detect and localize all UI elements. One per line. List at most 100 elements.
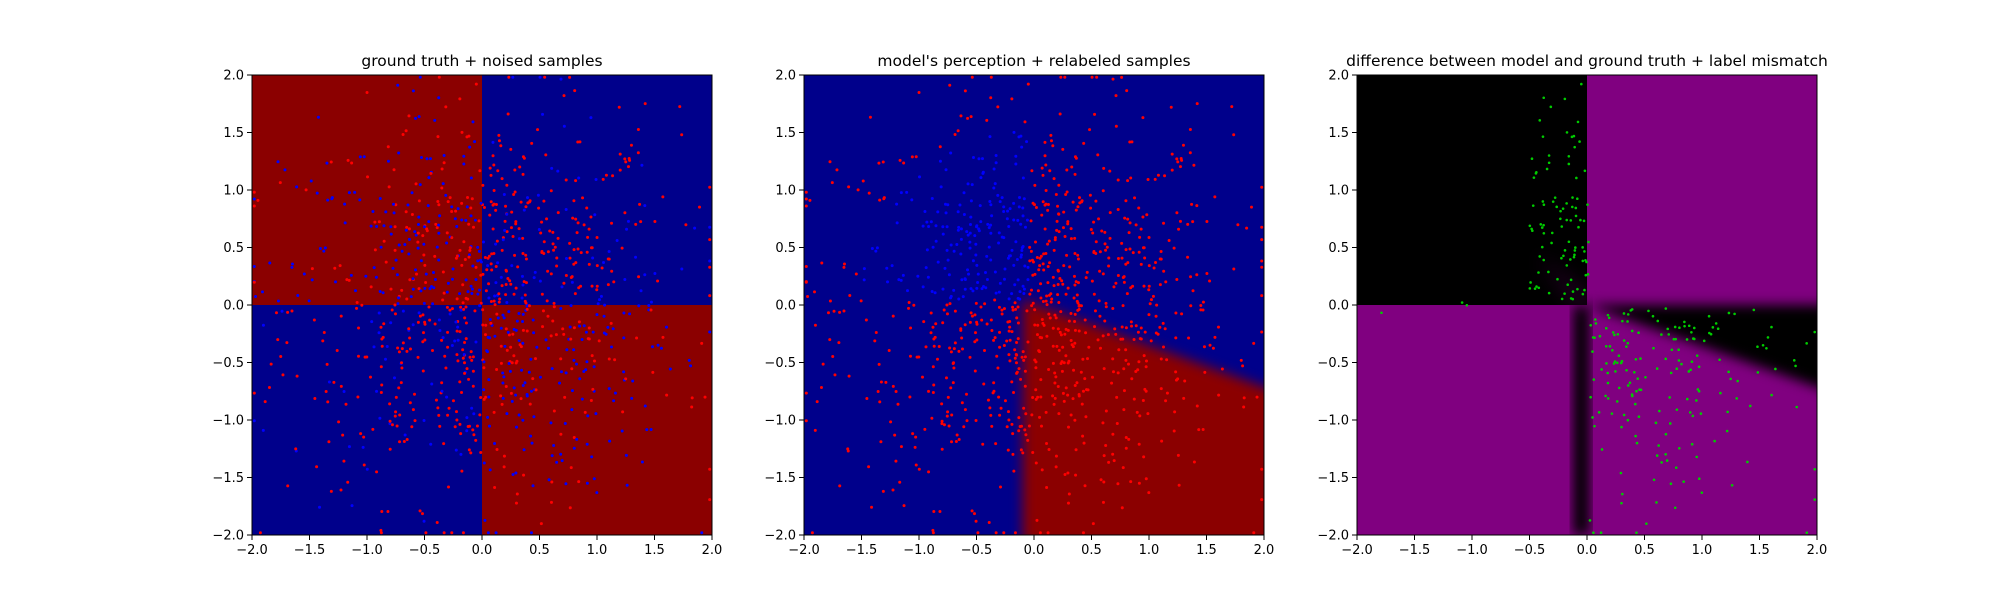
panel-3-regions [1357,75,1817,535]
sample-point [495,312,499,316]
sample-point [1058,276,1062,280]
mismatch-point [1673,506,1677,510]
sample-point [996,105,1000,109]
sample-point [469,451,473,455]
sample-point [458,330,462,334]
sample-point [976,272,980,276]
sample-point [1149,339,1153,343]
sample-point [1052,177,1056,181]
sample-point [394,395,398,399]
sample-point [447,406,451,410]
sample-point [820,261,824,265]
sample-point [380,337,384,341]
sample-point [1089,227,1093,231]
y-tick-label: −1.5 [764,471,796,486]
sample-point [1203,370,1207,374]
sample-point [1054,465,1058,469]
x-tick-label: −1.0 [903,543,935,558]
sample-point [580,337,584,341]
sample-point [488,468,492,472]
sample-point [947,273,951,277]
sample-point [649,308,653,312]
y-tick-label: −0.5 [212,356,244,371]
sample-point [529,357,533,361]
sample-point [1154,314,1158,318]
sample-point [460,469,464,473]
sample-point [470,287,474,291]
sample-point [258,531,262,535]
sample-point [1006,209,1010,213]
x-tick-label: −0.5 [1514,543,1546,558]
sample-point [1125,292,1129,296]
sample-point [998,281,1002,285]
sample-point [1249,205,1253,209]
sample-point [327,380,331,384]
sample-point [1161,321,1165,325]
sample-point [517,413,521,417]
x-tick-label: 1.5 [1196,543,1217,558]
sample-point [1117,348,1121,352]
mismatch-point [1677,359,1681,362]
sample-point [559,77,563,81]
sample-point [1016,337,1020,341]
sample-point [1054,192,1058,196]
sample-point [1011,452,1015,456]
sample-point [623,278,627,282]
sample-point [979,220,983,224]
mismatch-point [1547,161,1551,165]
sample-point [930,289,934,293]
sample-point [945,312,949,316]
sample-point [980,157,984,161]
sample-point [375,389,379,393]
sample-point [1005,339,1009,343]
sample-point [1081,357,1085,361]
sample-point [606,283,610,287]
sample-point [968,246,972,250]
sample-point [1016,305,1020,309]
sample-point [435,226,439,230]
sample-point [931,245,935,249]
sample-point [383,357,387,361]
sample-point [516,265,520,269]
sample-point [893,433,897,437]
sample-point [1175,211,1179,215]
sample-point [1104,301,1108,305]
sample-point [1174,311,1178,315]
sample-point [254,295,258,299]
sample-point [492,188,496,192]
sample-point [316,115,320,119]
sample-point [998,330,1002,334]
sample-point [628,312,632,316]
sample-point [481,323,485,327]
sample-point [999,406,1003,410]
sample-point [437,223,441,227]
sample-point [1163,327,1167,331]
sample-point [500,177,504,181]
sample-point [946,203,950,207]
sample-point [985,322,989,326]
mismatch-point [1792,359,1796,362]
sample-point [1062,361,1066,365]
sample-point [1245,226,1249,230]
sample-point [1024,412,1028,416]
sample-point [1056,384,1060,388]
sample-point [470,291,474,295]
sample-point [1092,250,1096,254]
sample-point [511,332,515,336]
sample-point [985,118,989,122]
y-tick-label: −1.0 [212,414,244,429]
sample-point [697,205,701,209]
sample-point [484,395,488,399]
sample-point [1197,428,1201,432]
sample-point [572,358,576,362]
sample-point [1022,406,1026,410]
y-tick-label: 0.0 [1328,299,1349,314]
mismatch-point [1616,332,1620,336]
sample-point [1131,251,1135,255]
sample-point [393,312,397,316]
sample-point [350,161,354,165]
sample-point [504,384,508,388]
sample-point [462,361,466,365]
sample-point [347,278,351,282]
sample-point [906,289,910,293]
